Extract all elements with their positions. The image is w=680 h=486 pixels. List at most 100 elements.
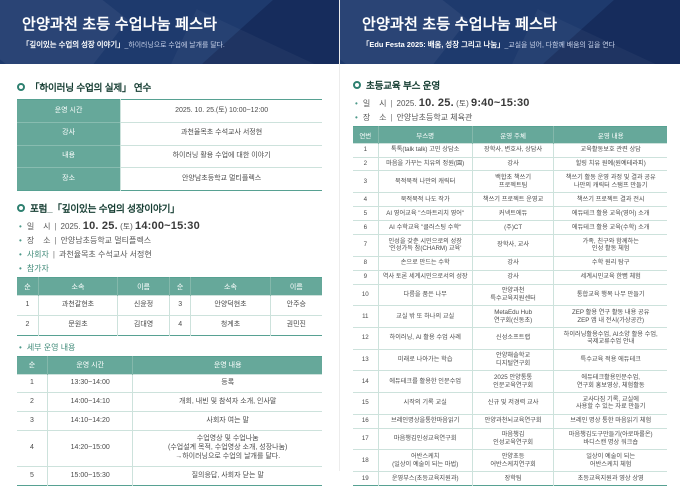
participants-table: 순 소속 이름 순 소속 이름 1 과천갈현초 신윤정 3 안양덕현초 안주승 2 문원초 김대영 4 청계초 권… xyxy=(17,277,322,336)
table-cell: 13 xyxy=(353,348,379,371)
separator: | xyxy=(390,113,393,122)
table-cell: 14:20~15:00 xyxy=(46,429,133,467)
table-row: 16 브레인명상을통한마음읽기 안양과천뇌교육연구회 브레인 명상 통한 마음읽기 체… xyxy=(353,413,667,429)
table-cell: 북적북적 나만의 캐릭터 xyxy=(377,170,473,193)
table-row: 3 14:10~14:20 사회자 여는 말 xyxy=(17,411,322,431)
column-header: 소속 xyxy=(37,277,118,296)
table-cell: 권민진 xyxy=(269,314,322,335)
table-cell: 등록 xyxy=(132,373,322,393)
table-cell: 17 xyxy=(353,427,379,450)
table-cell: 1 xyxy=(353,142,379,158)
ring-bullet-icon xyxy=(353,81,361,89)
column-header: 이름 xyxy=(117,277,170,296)
right-content: 초등교육 부스 운영 • 일 시 | 2025. 10. 25. (토) 9:4… xyxy=(340,64,680,486)
table-cell: 일상이 예술이 되는 어반스케치 체험 xyxy=(553,449,667,472)
date-day: 10. 25. xyxy=(82,220,118,232)
forum-datetime: • 일 시 | 2025. 10. 25. (토) 14:00~15:30 xyxy=(19,220,322,232)
table-cell: 장소 xyxy=(17,167,121,191)
table-cell: 안양과천 특수교육지원센터 xyxy=(471,283,554,306)
table-cell: 사회자 여는 말 xyxy=(132,411,322,431)
table-cell: 역사 토론 세계시민으로서의 성장 xyxy=(377,269,473,285)
subtitle-emphasis: 「깊이있는 수업의 성장 이야기」 xyxy=(22,40,125,49)
table-cell: 안양해솔학교 디지털연구회 xyxy=(471,348,554,371)
table-cell: 과천갈현초 xyxy=(37,295,118,316)
date-year: 2025. xyxy=(396,99,417,108)
table-row: 5 15:00~15:30 질의응답, 사회자 닫는 말 xyxy=(17,466,322,486)
table-cell: 15 xyxy=(353,391,379,415)
date-time: 14:00~15:30 xyxy=(135,220,200,232)
table-cell: 마음챙김도구만들기(아로마롤온) 바디스캔 명상 워크숍 xyxy=(553,427,667,450)
table-row: 7 인성을 갖춘 시민으로의 성장 '인성가득 참(CHARM) 교육' 장학사, 교… xyxy=(353,233,667,257)
column-header: 운영 주체 xyxy=(471,126,554,144)
info-value: 과천율목초 수석교사 서정현 xyxy=(58,250,152,259)
table-cell: 수학 원리 탐구 xyxy=(553,255,667,271)
table-cell: 초등교육지원과 영상 상영 xyxy=(553,470,667,486)
table-cell: 장학사, 교사 xyxy=(471,233,554,257)
table-cell: 안주승 xyxy=(269,295,322,316)
dot-bullet-icon: • xyxy=(355,99,358,108)
table-cell: 에듀테크 활용 교육(영어) 소개 xyxy=(553,206,667,221)
column-header: 소속 xyxy=(190,277,271,296)
table-cell: 교실 밖 또 하나의 교실 xyxy=(377,305,473,328)
table-row: 4 14:20~15:00 수업영상 및 수업나눔 (수업설계 목적, 수업영상 소개… xyxy=(17,429,322,467)
table-cell: 어반스케치 (일상이 예술이 되는 마법) xyxy=(377,449,473,472)
table-cell: 책쓰기 활동 운영 과정 및 결과 공유 나만의 캐릭터 스탬프 만들기 xyxy=(553,170,667,193)
table-cell: 18 xyxy=(353,449,379,472)
table-cell: 7 xyxy=(353,233,379,257)
table-cell: 에듀테크활용인문수업, 연구회 홍보영상, 체험활동 xyxy=(553,370,667,393)
table-cell: 안양초등 어반스케치연구회 xyxy=(471,449,554,472)
table-row: 8 손으로 만드는 수학 강사 수학 원리 탐구 xyxy=(353,255,667,271)
table-cell: 15:00~15:30 xyxy=(46,466,133,486)
participants-label-line: • 참가자 xyxy=(19,263,322,274)
column-header: 운영 시간 xyxy=(46,356,133,374)
table-row: 강사 과천율목초 수석교사 서정현 xyxy=(17,121,322,145)
table-row: 장소 안양남초등학교 멀티플렉스 xyxy=(17,167,322,191)
forum-location: • 장 소 | 안양남초등학교 멀티플렉스 xyxy=(19,235,322,246)
table-cell: 안양덕현초 xyxy=(190,295,271,316)
table-cell: 가족, 친구와 함께하는 인성 활동 체험 xyxy=(553,233,667,257)
table-cell: ZEP 활용 연구 활동 내용 공유 ZEP 앱 내 전시(가상공간) xyxy=(553,305,667,328)
table-row: 2 문원초 김대영 4 청계초 권민진 xyxy=(17,314,322,335)
subtitle-emphasis: 「Edu Festa 2025: 배움, 성장 그리고 나눔」 xyxy=(362,40,505,49)
table-cell: 마음챙김인성교육연구회 xyxy=(377,427,473,450)
forum-host: • 사회자 | 과천율목초 수석교사 서정현 xyxy=(19,249,322,260)
separator: | xyxy=(54,236,57,245)
table-cell: 에듀테크를 활용한 인문수업 xyxy=(377,370,473,393)
date-dow: (토) xyxy=(456,99,469,108)
table-cell: 11 xyxy=(353,305,379,328)
table-cell: 운영부스(초등교육지원과) xyxy=(377,470,473,486)
dot-bullet-icon: • xyxy=(19,264,22,273)
table-row: 14 에듀테크를 활용한 인문수업 2025 안양통통 인문교육연구회 에듀테크활용인문… xyxy=(353,370,667,393)
table-row: 1 과천갈현초 신윤정 3 안양덕현초 안주승 xyxy=(17,295,322,316)
table-cell: 통합교육 행복 나무 만들기 xyxy=(553,283,667,306)
table-row: 13 미래로 나아가는 학습 안양해솔학교 디지털연구회 특수교육 적용 에듀테크 xyxy=(353,348,667,371)
info-label: 일 시 xyxy=(362,99,387,108)
table-cell: 특수교육 적용 에듀테크 xyxy=(553,348,667,371)
table-cell: 10 xyxy=(353,283,379,306)
table-cell: 19 xyxy=(353,470,379,486)
table-cell: 문원초 xyxy=(37,314,118,335)
table-cell: 14:10~14:20 xyxy=(46,411,133,431)
column-header: 운영 내용 xyxy=(553,126,667,144)
table-cell: 4 xyxy=(168,314,191,335)
date-day: 10. 25. xyxy=(418,97,454,109)
table-cell: 6 xyxy=(353,220,379,235)
table-cell: 커넥트에듀 xyxy=(471,206,554,221)
table-cell: MetaEdu Hub 연구회(신동초) xyxy=(471,305,554,328)
right-banner: 안양과천 초등 수업나눔 페스타 「Edu Festa 2025: 배움, 성장… xyxy=(340,0,680,64)
info-label: 일 시 xyxy=(26,222,51,231)
column-header: 순 xyxy=(17,356,48,374)
left-banner: 안양과천 초등 수업나눔 페스타 「깊이있는 수업의 성장 이야기」_하이러닝으… xyxy=(0,0,339,64)
booth-location: • 장 소 | 안양남초등학교 체육관 xyxy=(355,112,667,123)
table-cell: 수업영상 및 수업나눔 (수업설계 목적, 수업영상 소개, 성장나눔) →하이러닝… xyxy=(132,429,322,467)
training-info-table: 운영 시간 2025. 10. 25.(토) 10:00~12:00 강사 과천율목초… xyxy=(17,99,322,191)
section-forum-heading: 포럼_「깊이있는 수업의 성장이야기」 xyxy=(17,201,322,215)
header-row: 순 운영 시간 운영 내용 xyxy=(17,356,322,374)
ring-bullet-icon xyxy=(17,204,25,212)
table-cell: 1 xyxy=(17,373,48,393)
table-cell: 2025. 10. 25.(토) 10:00~12:00 xyxy=(120,99,322,123)
table-cell: 세계시민교육 한뼘 체험 xyxy=(553,269,667,285)
column-header: 운영 내용 xyxy=(132,356,322,374)
info-value: 안양남초등학교 체육관 xyxy=(396,113,473,122)
